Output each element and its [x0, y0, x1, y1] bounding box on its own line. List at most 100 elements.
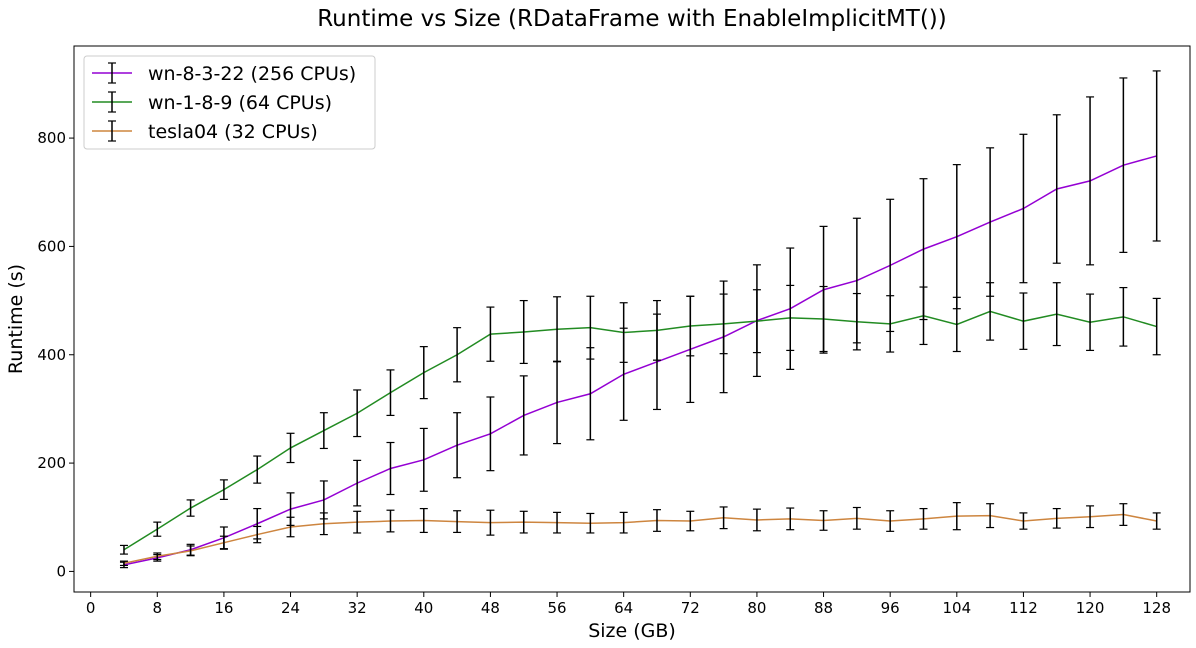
error-bar: [652, 509, 661, 532]
error-bar: [952, 164, 961, 310]
legend-label: wn-8-3-22 (256 CPUs): [148, 63, 356, 85]
series-line: [123, 155, 1157, 566]
x-tick-label: 112: [1009, 599, 1038, 617]
error-bar: [1119, 77, 1128, 253]
error-bar: [852, 292, 861, 351]
error-bar: [619, 511, 628, 534]
error-bar: [686, 510, 695, 532]
error-bar: [486, 306, 495, 362]
error-bar: [153, 521, 162, 537]
error-bar: [419, 507, 428, 534]
error-bar: [1086, 96, 1095, 266]
error-bar: [652, 299, 661, 361]
error-bar: [319, 512, 328, 536]
x-tick-label: 96: [881, 599, 900, 617]
y-axis: 0 200 400 600 800: [37, 129, 74, 580]
x-tick-label: 120: [1076, 599, 1105, 617]
error-bar: [1019, 512, 1028, 530]
x-tick-label: 32: [348, 599, 367, 617]
error-bar: [486, 509, 495, 536]
legend-label: wn-1-8-9 (64 CPUs): [148, 92, 332, 114]
error-bar: [586, 512, 595, 534]
error-bar: [553, 296, 562, 363]
series-layer: [119, 70, 1161, 569]
error-bar: [286, 432, 295, 464]
error-bar: [386, 509, 395, 533]
chart-title: Runtime vs Size (RDataFrame with EnableI…: [317, 6, 947, 32]
error-bar: [419, 346, 428, 400]
error-bar: [319, 412, 328, 450]
error-bar: [986, 147, 995, 297]
error-bar: [519, 510, 528, 534]
error-bar: [852, 506, 861, 530]
error-bar: [1119, 503, 1128, 526]
legend-entry: wn-1-8-9 (64 CPUs): [92, 91, 332, 114]
y-tick-label: 600: [37, 237, 66, 255]
legend-box: [83, 55, 376, 150]
plot-area-frame: [73, 45, 1191, 593]
error-bar: [919, 507, 928, 530]
error-bar: [353, 510, 362, 534]
x-tick-label: 56: [547, 599, 566, 617]
y-axis-label: Runtime (s): [5, 264, 27, 374]
x-tick-label: 72: [681, 599, 700, 617]
error-bar: [1086, 505, 1095, 529]
error-bar: [1119, 286, 1128, 347]
error-bar: [619, 302, 628, 363]
error-bar: [386, 441, 395, 496]
y-tick-label: 0: [56, 562, 66, 580]
error-bar: [553, 511, 562, 534]
y-tick-label: 800: [37, 129, 66, 147]
error-bar: [119, 544, 128, 555]
error-bar: [719, 506, 728, 530]
error-bar: [253, 525, 262, 544]
error-bar: [286, 516, 295, 538]
x-tick-label: 0: [86, 599, 96, 617]
error-bar: [786, 507, 795, 531]
y-tick-label: 200: [37, 454, 66, 472]
error-bar: [886, 295, 895, 353]
x-tick-label: 24: [281, 599, 300, 617]
error-bar: [686, 295, 695, 357]
error-bar: [752, 289, 761, 354]
error-bar: [386, 369, 395, 417]
error-bar: [1052, 282, 1061, 347]
error-bar: [153, 552, 162, 561]
series-group: [119, 70, 1161, 569]
legend-label: tesla04 (32 CPUs): [148, 121, 318, 143]
error-bar: [453, 412, 462, 479]
error-bar: [519, 299, 528, 365]
error-bar: [919, 286, 928, 346]
error-bar: [453, 327, 462, 383]
error-bar: [1086, 293, 1095, 352]
error-bar: [253, 455, 262, 484]
x-tick-label: 128: [1142, 599, 1171, 617]
error-bar: [219, 479, 228, 500]
series-group: [119, 282, 1161, 555]
x-axis: 0 8 16 24 32 40 48 56 64 72 80 88 96 104 112 120 128: [86, 592, 1171, 617]
series-group: [119, 502, 1161, 567]
error-bar: [219, 535, 228, 550]
error-bar: [419, 427, 428, 492]
error-bar: [986, 282, 995, 341]
error-bar: [819, 510, 828, 531]
legend: wn-8-3-22 (256 CPUs) wn-1-8-9 (64 CPUs) te…: [83, 55, 376, 150]
series-line: [123, 310, 1157, 551]
x-tick-label: 88: [814, 599, 833, 617]
error-bar: [952, 502, 961, 531]
error-bar: [486, 396, 495, 472]
error-bar: [1019, 292, 1028, 350]
error-bar: [952, 296, 961, 353]
error-bar: [886, 510, 895, 532]
error-bar: [1019, 133, 1028, 284]
error-bar: [1052, 114, 1061, 264]
error-bar: [719, 293, 728, 355]
error-bar: [752, 508, 761, 532]
error-bar: [353, 389, 362, 438]
error-bar: [1152, 70, 1161, 242]
error-bar: [1052, 507, 1061, 529]
series-line: [123, 513, 1157, 565]
legend-entry: tesla04 (32 CPUs): [92, 120, 318, 143]
x-tick-label: 48: [481, 599, 500, 617]
